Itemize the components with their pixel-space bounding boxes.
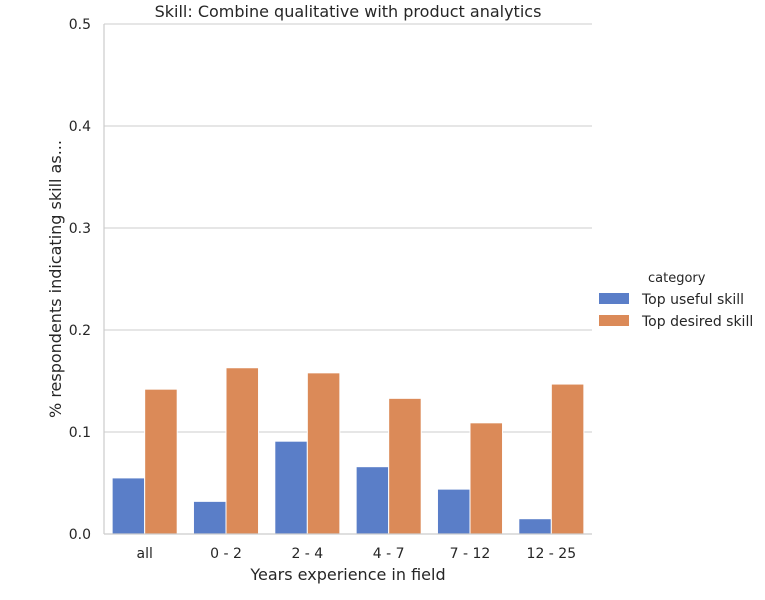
x-tick-label: 0 - 2 [210,546,242,562]
legend-swatch [599,315,629,326]
bar-desired [306,372,341,535]
legend-label: Top desired skill [641,314,753,330]
axes: 0.0 0.1 0.2 0.3 0.4 0.5 all 0 - 2 2 - 4 4 - 7 7 - … [69,17,592,562]
x-tick-label: 7 - 12 [450,546,491,562]
x-axis-title: Years experience in field [249,565,445,584]
x-tick-label: 4 - 7 [373,546,405,562]
y-tick-label: 0.1 [69,425,91,441]
bar-desired [144,388,178,535]
bar-useful [111,477,146,535]
bar-desired [225,367,260,535]
grid-lines [104,23,592,433]
y-tick-label: 0.4 [69,119,91,135]
bar-useful [274,440,308,535]
bar-useful [518,518,552,535]
bar-desired [388,397,422,535]
y-tick-label: 0.5 [69,17,91,33]
x-tick-label: 2 - 4 [291,546,323,562]
x-tick-label: all [136,546,152,562]
bar-useful [436,488,471,535]
chart-title: Skill: Combine qualitative with product … [155,2,542,21]
legend-label: Top useful skill [641,292,744,308]
bar-useful [192,500,227,535]
bar-desired [550,383,585,535]
y-tick-label: 0.3 [69,221,91,237]
legend-title: category [648,271,706,286]
legend: category Top useful skill Top desired ski… [599,271,753,330]
bars [111,367,585,535]
x-tick-label: 12 - 25 [527,546,577,562]
y-axis-title: % respondents indicating skill as... [46,140,65,418]
bar-desired [469,422,504,535]
y-tick-label: 0.0 [69,527,91,543]
legend-swatch [599,293,629,304]
y-tick-label: 0.2 [69,323,91,339]
bar-useful [355,466,390,535]
